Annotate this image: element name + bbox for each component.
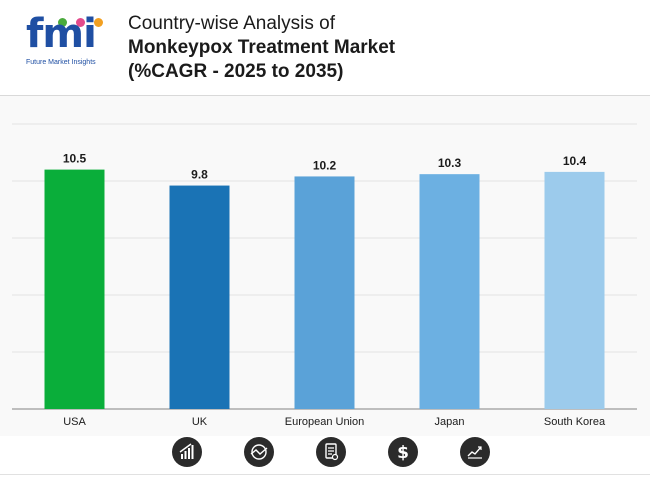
value-label: 10.3 — [438, 156, 462, 170]
x-tick-label: UK — [192, 416, 208, 428]
logo-word: fmi — [26, 11, 97, 57]
x-tick-label: Japan — [435, 416, 465, 428]
logo-subtitle: Future Market Insights — [26, 59, 96, 66]
value-label: 10.5 — [63, 152, 87, 166]
bar-growth-icon — [172, 437, 202, 467]
value-label: 9.8 — [191, 168, 208, 182]
value-label: 10.2 — [313, 158, 337, 172]
logo-dots — [58, 14, 112, 32]
title-line-2: Monkeypox Treatment Market — [128, 37, 396, 58]
title-line-3: (%CAGR - 2025 to 2035) — [128, 61, 344, 82]
logo-dot-orange — [94, 18, 103, 27]
bar-japan — [419, 174, 480, 409]
x-tick-label: South Korea — [544, 416, 606, 428]
footer-divider — [0, 474, 650, 475]
dollar-icon: $ — [388, 437, 418, 467]
bar-chart: 10.5 USA 9.8 UK 10.2 European Union 10.3 Japan 1… — [12, 123, 637, 428]
header: fmi Future Market Insights Country-wise … — [0, 0, 650, 95]
logo-dot-pink — [76, 18, 85, 27]
chart-title: Country-wise Analysis of Monkeypox Treat… — [128, 12, 395, 84]
x-tick-label: USA — [63, 416, 86, 428]
fmi-logo: fmi Future Market Insights — [26, 12, 116, 72]
logo-dot-green — [58, 18, 67, 27]
header-divider — [0, 95, 650, 96]
line-trend-icon — [460, 437, 490, 467]
bar-south-korea — [544, 171, 605, 409]
chart-area: 10.5 USA 9.8 UK 10.2 European Union 10.3 Japan 1… — [0, 96, 650, 436]
globe-chart-icon — [244, 437, 274, 467]
title-line-1: Country-wise Analysis of — [128, 13, 335, 34]
bar-usa — [44, 169, 105, 409]
x-tick-label: European Union — [285, 416, 365, 428]
bar-uk — [169, 185, 230, 409]
value-label: 10.4 — [563, 154, 587, 168]
document-search-icon — [316, 437, 346, 467]
bar-european-union — [294, 176, 355, 409]
svg-text:$: $ — [397, 443, 409, 463]
